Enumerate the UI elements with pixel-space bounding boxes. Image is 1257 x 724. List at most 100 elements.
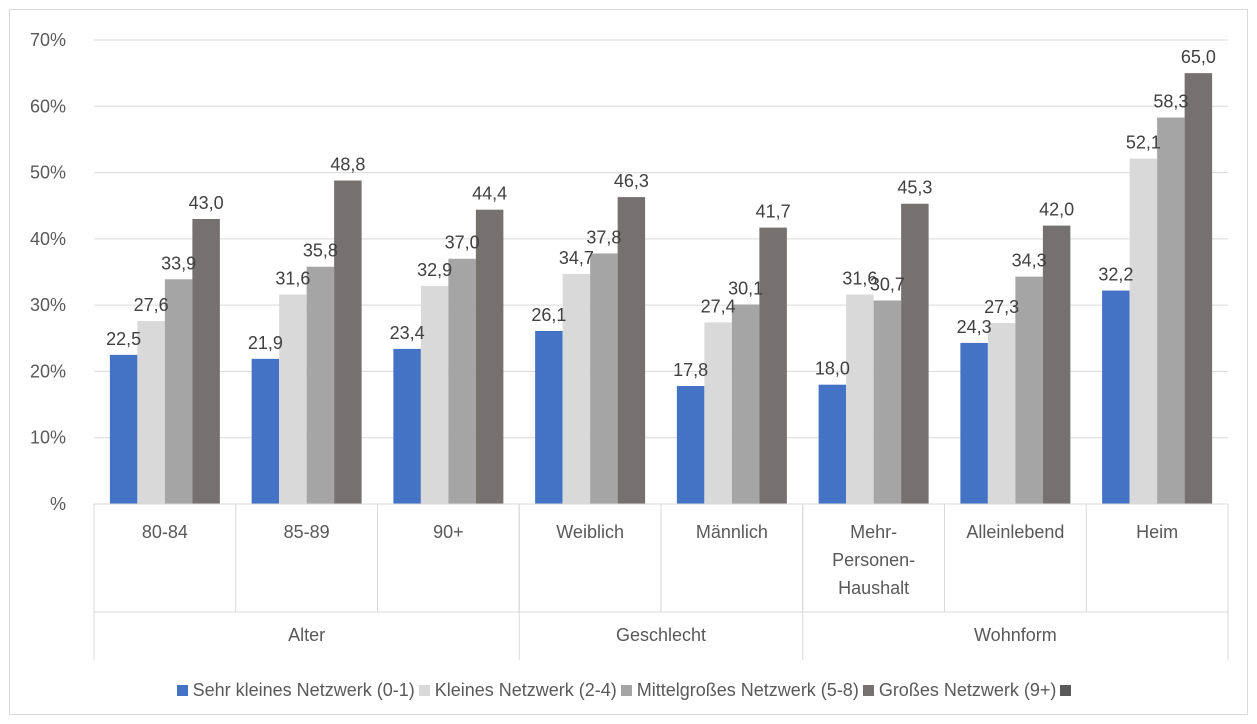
bar	[109, 354, 138, 504]
data-label: 48,8	[330, 155, 365, 175]
y-tick-label: 10%	[30, 428, 66, 448]
legend-item	[1060, 685, 1076, 696]
bar	[731, 304, 760, 504]
legend-label: Mittelgroßes Netzwerk (5-8)	[636, 680, 859, 700]
category-label: Mehr-	[850, 522, 897, 542]
bar	[1157, 117, 1185, 504]
legend-swatch	[176, 685, 188, 696]
category-label: Weiblich	[556, 522, 624, 542]
data-label: 46,3	[614, 171, 649, 191]
bar	[987, 323, 1016, 504]
bar	[676, 386, 705, 504]
data-label: 37,8	[586, 227, 621, 247]
legend-item: Kleines Netzwerk (2-4)	[418, 680, 617, 701]
bar	[704, 322, 732, 504]
category-label: 85-89	[284, 522, 330, 542]
bar	[306, 266, 335, 504]
axes	[93, 503, 1229, 660]
data-label: 32,9	[417, 260, 452, 280]
category-label: Männlich	[696, 522, 768, 542]
legend-swatch	[862, 685, 874, 696]
bar	[1129, 158, 1158, 504]
bar	[192, 218, 220, 504]
y-tick-label: 50%	[30, 163, 66, 183]
legend-label: Sehr kleines Netzwerk (0-1)	[192, 680, 415, 700]
data-label: 52,1	[1126, 133, 1161, 153]
bar	[1102, 290, 1130, 504]
bar	[334, 180, 362, 505]
bar	[818, 384, 847, 504]
legend-swatch	[1060, 685, 1072, 696]
data-label: 17,8	[673, 360, 708, 380]
legend-item: Sehr kleines Netzwerk (0-1)	[176, 680, 415, 701]
bar	[137, 321, 165, 504]
bar	[535, 330, 563, 504]
legend-swatch	[620, 685, 632, 696]
bar	[960, 342, 988, 504]
group-label: Alter	[288, 625, 325, 645]
bar	[1042, 225, 1071, 504]
data-label: 34,7	[559, 248, 594, 268]
y-tick-label: %	[50, 494, 66, 514]
bar	[393, 348, 421, 504]
bar	[873, 300, 902, 504]
bar	[164, 279, 193, 504]
data-label: 22,5	[106, 329, 141, 349]
data-label: 27,3	[984, 297, 1019, 317]
bar	[901, 203, 929, 504]
data-label: 42,0	[1039, 200, 1074, 220]
data-label: 45,3	[897, 178, 932, 198]
legend-swatch	[418, 685, 430, 696]
legend-item: Mittelgroßes Netzwerk (5-8)	[620, 680, 859, 701]
data-label: 65,0	[1181, 47, 1216, 67]
y-tick-label: 30%	[30, 295, 66, 315]
data-label: 33,9	[161, 253, 196, 273]
bar	[251, 358, 280, 504]
bar	[1015, 276, 1043, 504]
data-label: 37,0	[445, 233, 480, 253]
data-label: 23,4	[390, 323, 425, 343]
labels: % 10% 20% 30% 40% 50% 60% 70% 22,5 21,9 23,4 26,1 17…	[30, 30, 1216, 645]
category-label: 90+	[433, 522, 464, 542]
category-label: Personen-	[832, 550, 915, 570]
category-label: Heim	[1136, 522, 1178, 542]
bar	[448, 258, 476, 504]
bar	[562, 273, 591, 504]
y-tick-label: 70%	[30, 30, 66, 50]
bar	[846, 294, 874, 504]
data-label: 27,6	[134, 295, 169, 315]
chart-frame	[9, 9, 1248, 715]
data-label: 26,1	[531, 305, 566, 325]
bar	[617, 197, 646, 504]
group-label: Geschlecht	[616, 625, 706, 645]
y-tick-label: 60%	[30, 96, 66, 116]
data-label: 21,9	[248, 333, 283, 353]
data-label: 31,6	[275, 269, 310, 289]
bar	[590, 253, 618, 504]
data-label: 58,3	[1153, 92, 1188, 112]
data-label: 27,4	[701, 296, 736, 316]
data-label: 35,8	[303, 241, 338, 261]
data-label: 44,4	[472, 184, 507, 204]
legend: Sehr kleines Netzwerk (0-1) Kleines Netzw…	[0, 680, 1257, 701]
group-label: Wohnform	[974, 625, 1057, 645]
legend-label: Kleines Netzwerk (2-4)	[434, 680, 617, 700]
data-label: 24,3	[957, 317, 992, 337]
bar	[759, 227, 787, 505]
data-label: 34,3	[1012, 251, 1047, 271]
data-label: 32,2	[1098, 265, 1133, 285]
bar	[420, 285, 449, 504]
legend-label: Großes Netzwerk (9+)	[878, 680, 1057, 700]
data-label: 31,6	[842, 269, 877, 289]
legend-item: Großes Netzwerk (9+)	[862, 680, 1057, 701]
data-label: 30,1	[728, 278, 763, 298]
data-label: 18,0	[815, 359, 850, 379]
bar	[279, 294, 307, 504]
data-label: 41,7	[756, 202, 791, 222]
category-label: 80-84	[142, 522, 188, 542]
y-tick-label: 40%	[30, 229, 66, 249]
bar	[475, 209, 504, 505]
data-label: 43,0	[189, 193, 224, 213]
bars	[109, 73, 1213, 505]
